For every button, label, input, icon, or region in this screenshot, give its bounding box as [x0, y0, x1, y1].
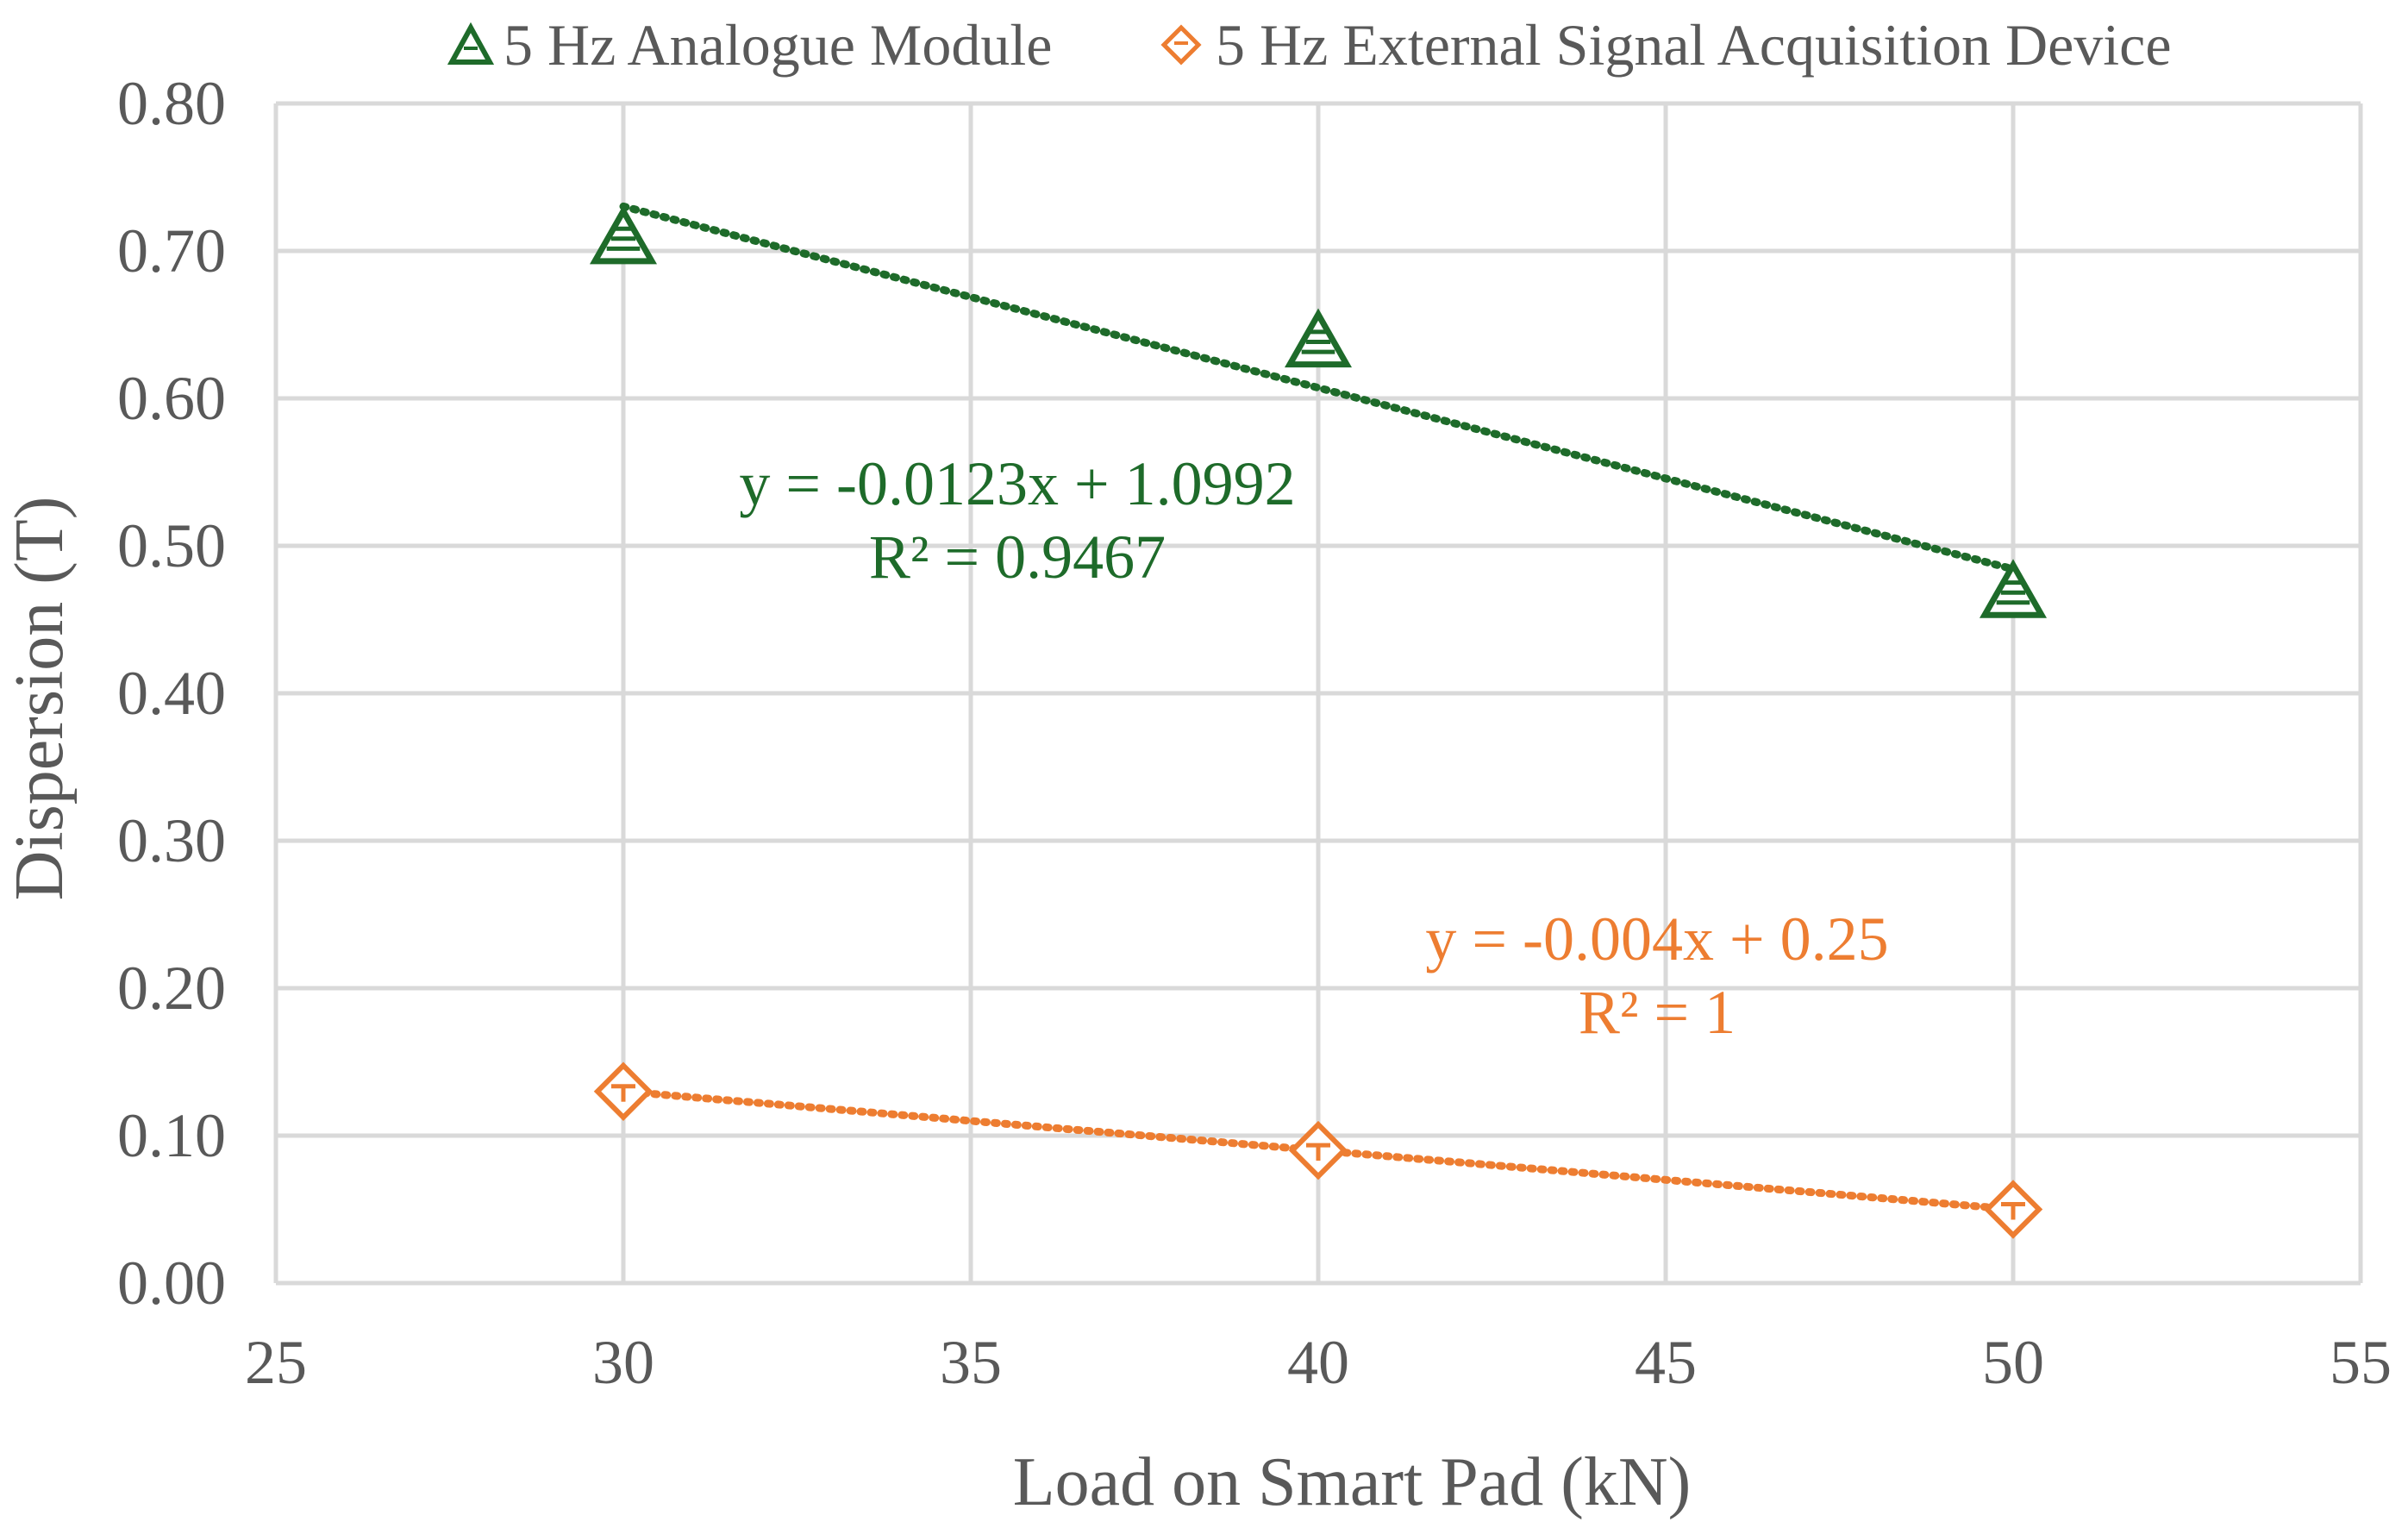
x-tick-label: 45 — [1635, 1328, 1697, 1397]
x-tick-label: 25 — [245, 1328, 307, 1397]
x-tick-label: 55 — [2330, 1328, 2392, 1397]
data-points — [589, 204, 2048, 1239]
y-tick-label: 0.00 — [117, 1249, 226, 1318]
legend: 5 Hz Analogue Module 5 Hz External Signal… — [447, 12, 2172, 78]
y-tick-label: 0.70 — [117, 216, 226, 285]
x-tick-label: 30 — [592, 1328, 654, 1397]
data-point-series-1 — [589, 204, 658, 265]
trendline-r-squared: R² = 0.9467 — [869, 523, 1166, 592]
y-tick-label: 0.10 — [117, 1101, 226, 1170]
x-tick-label: 40 — [1287, 1328, 1349, 1397]
axes — [273, 103, 2361, 1286]
y-tick-label: 0.50 — [117, 511, 226, 580]
y-tick-label: 0.60 — [117, 364, 226, 433]
y-tick-labels: 0.00 0.10 0.20 0.30 0.40 0.50 0.60 0.70 0.80 — [117, 69, 226, 1318]
trendline-r-squared: R² = 1 — [1579, 978, 1736, 1047]
trendline-equation: y = -0.0123x + 1.0992 — [739, 449, 1295, 518]
legend-label: 5 Hz External Signal Acquisition Device — [1216, 12, 2172, 78]
y-tick-label: 0.40 — [117, 659, 226, 728]
trendline-series-1 — [619, 202, 2017, 573]
y-tick-label: 0.80 — [117, 69, 226, 138]
y-tick-label: 0.20 — [117, 954, 226, 1023]
x-axis-title: Load on Smart Pad (kN) — [1013, 1444, 1692, 1520]
legend-item-series-1: 5 Hz Analogue Module — [447, 12, 1052, 78]
y-tick-label: 0.30 — [117, 806, 226, 875]
legend-item-series-2: 5 Hz External Signal Acquisition Device — [1160, 12, 2172, 78]
gridlines — [276, 101, 2363, 1283]
y-axis-title: Dispersion (T) — [2, 497, 78, 901]
data-point-series-1 — [1284, 308, 1353, 368]
legend-triangle-marker — [447, 22, 495, 65]
legend-label: 5 Hz Analogue Module — [503, 12, 1052, 78]
x-tick-label: 35 — [940, 1328, 1002, 1397]
x-tick-labels: 25 30 35 40 45 50 55 — [245, 1328, 2392, 1397]
data-point-series-1 — [1979, 559, 2048, 618]
data-point-series-2 — [1288, 1120, 1348, 1180]
trendline-equation: y = -0.004x + 0.25 — [1425, 905, 1888, 974]
data-point-series-2 — [593, 1061, 654, 1121]
data-point-series-2 — [1983, 1180, 2043, 1239]
x-tick-label: 50 — [1982, 1328, 2044, 1397]
